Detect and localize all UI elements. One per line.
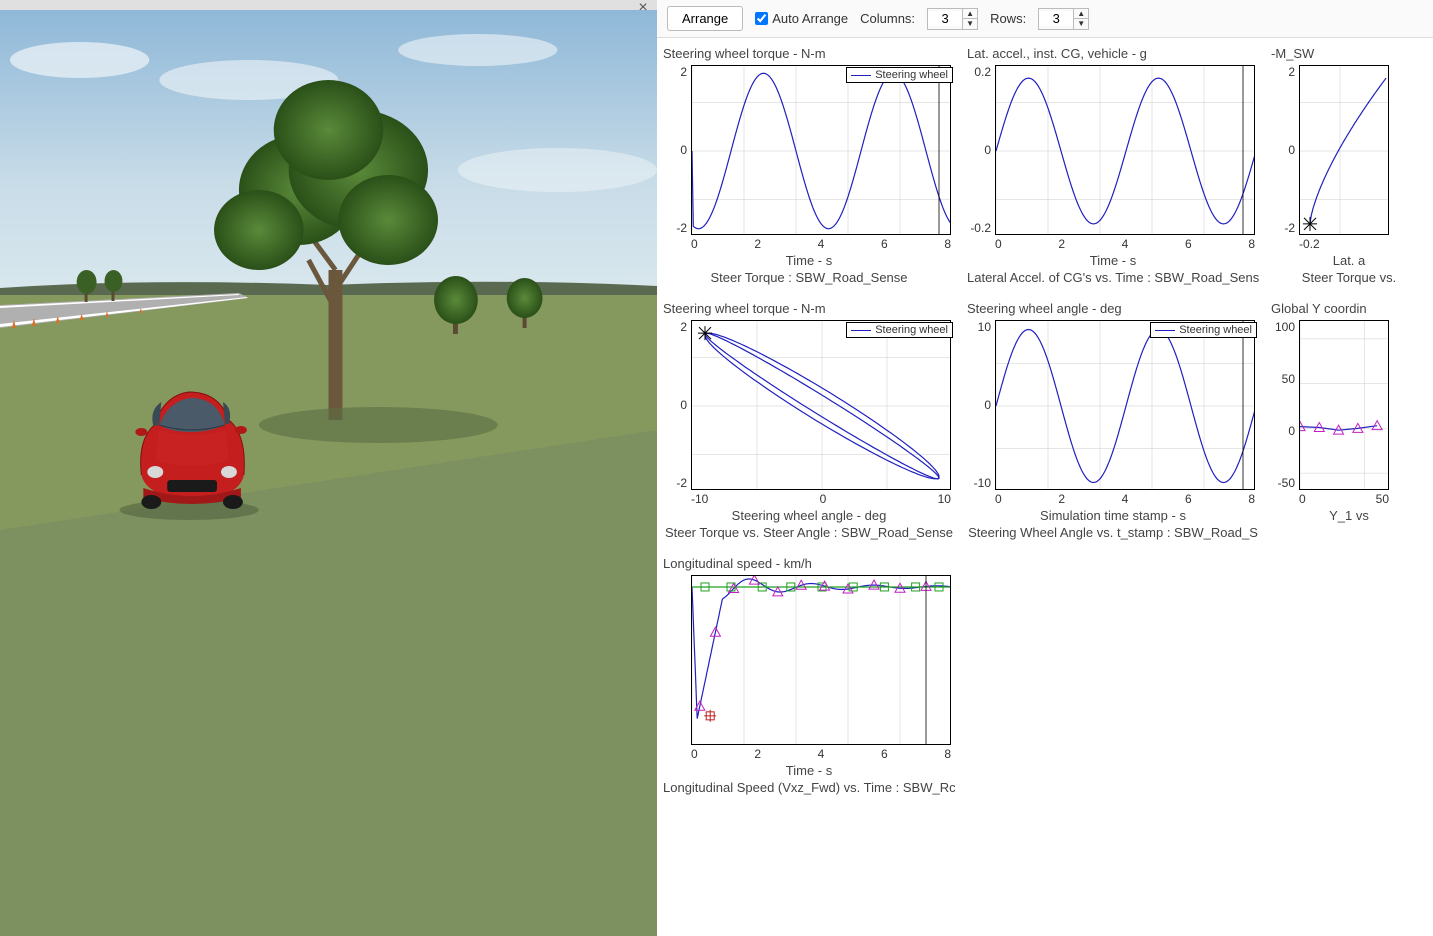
x-axis: -10010	[663, 490, 951, 506]
plot-p7[interactable]: Longitudinal speed - km/h 02468 Time - s Lo…	[661, 552, 957, 799]
rows-input[interactable]	[1039, 11, 1073, 26]
plot-title: Steering wheel angle - deg	[967, 301, 1259, 316]
chart-legend: Steering wheel	[846, 322, 953, 338]
columns-spinner[interactable]: ▲▼	[927, 8, 978, 30]
x-axis: 02468	[663, 745, 951, 761]
x-label: Simulation time stamp - s	[967, 508, 1259, 523]
y-axis	[663, 575, 691, 745]
chart-legend: Steering wheel	[846, 67, 953, 83]
arrange-button[interactable]: Arrange	[667, 6, 743, 31]
y-axis: 100500-50	[1271, 320, 1299, 490]
chart-svg	[995, 320, 1255, 490]
chart-svg	[1299, 320, 1389, 490]
plot-p5[interactable]: Steering wheel angle - deg 100-10 Steering…	[965, 297, 1261, 544]
chart-svg	[691, 320, 951, 490]
chevron-down-icon[interactable]: ▼	[963, 19, 977, 29]
x-label: Steering wheel angle - deg	[663, 508, 955, 523]
plot-title: -M_SW	[1271, 46, 1427, 61]
plot-caption: Steer Torque : SBW_Road_Sense	[663, 270, 955, 285]
plot-panel: Arrange Auto Arrange Columns: ▲▼ Rows: ▲…	[657, 0, 1433, 936]
close-icon[interactable]: ×	[633, 0, 653, 18]
columns-input[interactable]	[928, 11, 962, 26]
plot-p3[interactable]: -M_SW 20-2-0.2 Lat. a Steer Torque vs.	[1269, 42, 1429, 289]
auto-arrange-checkbox[interactable]: Auto Arrange	[755, 11, 848, 26]
auto-arrange-input[interactable]	[755, 12, 768, 25]
rows-label: Rows:	[990, 11, 1026, 26]
auto-arrange-label: Auto Arrange	[772, 11, 848, 26]
plot-caption: Y_1 vs	[1271, 508, 1427, 523]
y-axis: 20-2	[663, 320, 691, 490]
y-axis: 20-2	[1271, 65, 1299, 235]
plot-p2[interactable]: Lat. accel., inst. CG, vehicle - g 0.20-0…	[965, 42, 1261, 289]
plot-caption: Longitudinal Speed (Vxz_Fwd) vs. Time : …	[663, 780, 955, 795]
app-root: ×	[0, 0, 1433, 936]
plot-p6[interactable]: Global Y coordin 100500-50050 Y_1 vs	[1269, 297, 1429, 544]
viewport-3d[interactable]: ×	[0, 0, 657, 936]
chart-svg	[691, 65, 951, 235]
plot-area: Steering wheel torque - N-m 20-2 Steering …	[657, 38, 1433, 936]
plot-caption: Lateral Accel. of CG's vs. Time : SBW_Ro…	[967, 270, 1259, 285]
plot-toolbar: Arrange Auto Arrange Columns: ▲▼ Rows: ▲…	[657, 0, 1433, 38]
x-axis: 02468	[967, 235, 1255, 251]
plot-title: Global Y coordin	[1271, 301, 1427, 316]
plot-title: Steering wheel torque - N-m	[663, 46, 955, 61]
plot-p4[interactable]: Steering wheel torque - N-m 20-2 Steering …	[661, 297, 957, 544]
x-label: Lat. a	[1271, 253, 1427, 268]
plot-title: Longitudinal speed - km/h	[663, 556, 955, 571]
chart-svg	[1299, 65, 1389, 235]
scene-svg	[0, 10, 657, 936]
x-axis: 02468	[967, 490, 1255, 506]
plot-p1[interactable]: Steering wheel torque - N-m 20-2 Steering …	[661, 42, 957, 289]
x-label: Time - s	[663, 763, 955, 778]
plot-grid: Steering wheel torque - N-m 20-2 Steering …	[661, 42, 1429, 799]
chevron-up-icon[interactable]: ▲	[963, 9, 977, 19]
plot-caption: Steer Torque vs.	[1271, 270, 1427, 285]
chart-legend: Steering wheel	[1150, 322, 1257, 338]
plot-caption: Steering Wheel Angle vs. t_stamp : SBW_R…	[967, 525, 1259, 540]
x-axis: -0.2	[1271, 235, 1389, 251]
x-axis: 050	[1271, 490, 1389, 506]
y-axis: 20-2	[663, 65, 691, 235]
chart-svg	[691, 575, 951, 745]
rows-spinner[interactable]: ▲▼	[1038, 8, 1089, 30]
columns-label: Columns:	[860, 11, 915, 26]
plot-title: Steering wheel torque - N-m	[663, 301, 955, 316]
plot-title: Lat. accel., inst. CG, vehicle - g	[967, 46, 1259, 61]
plot-caption: Steer Torque vs. Steer Angle : SBW_Road_…	[663, 525, 955, 540]
chart-svg	[995, 65, 1255, 235]
x-label: Time - s	[663, 253, 955, 268]
y-axis: 100-10	[967, 320, 995, 490]
chevron-down-icon[interactable]: ▼	[1074, 19, 1088, 29]
x-label: Time - s	[967, 253, 1259, 268]
y-axis: 0.20-0.2	[967, 65, 995, 235]
chevron-up-icon[interactable]: ▲	[1074, 9, 1088, 19]
x-axis: 02468	[663, 235, 951, 251]
